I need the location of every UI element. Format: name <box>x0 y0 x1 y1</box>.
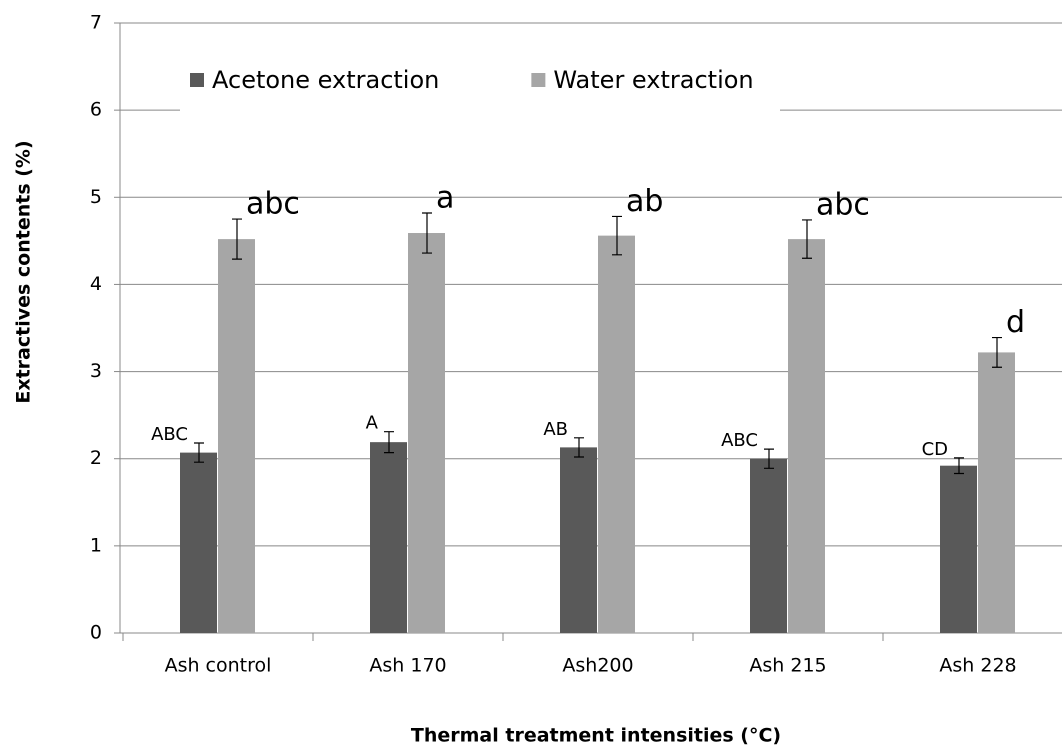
bar <box>788 239 825 633</box>
error-bar <box>992 336 1002 368</box>
error-bar <box>384 431 394 454</box>
y-tick-label: 1 <box>90 534 102 556</box>
bar <box>750 458 787 633</box>
error-bar <box>612 215 622 256</box>
x-tick-label: Ash 215 <box>749 655 826 677</box>
x-tick-label: Ash control <box>165 655 272 677</box>
legend-swatch <box>190 73 204 87</box>
bar <box>180 452 217 633</box>
bar <box>940 465 977 633</box>
legend-label: Water extraction <box>553 66 753 94</box>
y-tick-label: 4 <box>90 273 102 295</box>
error-bar <box>194 442 204 463</box>
bar <box>370 442 407 633</box>
bar <box>408 233 445 633</box>
y-axis-title: Extractives contents (%) <box>13 140 35 403</box>
bar <box>560 447 597 633</box>
error-bar <box>574 437 584 458</box>
y-tick-label: 0 <box>90 622 102 644</box>
bar <box>218 239 255 633</box>
legend-swatch <box>531 73 546 87</box>
significance-label: CD <box>922 439 948 460</box>
significance-label: A <box>366 413 379 434</box>
y-tick-label: 2 <box>90 447 102 469</box>
bar <box>978 352 1015 633</box>
x-tick-label: Ash200 <box>562 655 633 677</box>
error-bar <box>232 218 242 260</box>
legend-background <box>180 60 780 112</box>
significance-label: ABC <box>721 430 758 451</box>
y-tick-label: 7 <box>90 12 102 34</box>
x-tick-label: Ash 228 <box>939 655 1016 677</box>
legend-label: Acetone extraction <box>212 66 439 94</box>
y-tick-label: 5 <box>90 186 102 208</box>
significance-label: abc <box>816 187 870 222</box>
significance-label: abc <box>246 187 300 222</box>
significance-label: AB <box>543 419 568 440</box>
x-axis-title: Thermal treatment intensities (°C) <box>411 725 781 747</box>
error-bar <box>954 457 964 475</box>
y-tick-label: 3 <box>90 360 102 382</box>
error-bar <box>802 219 812 259</box>
bar <box>598 235 635 633</box>
x-tick-label: Ash 170 <box>369 655 446 677</box>
error-bar <box>422 212 432 254</box>
significance-label: d <box>1006 305 1025 340</box>
significance-label: ab <box>626 184 663 219</box>
error-bar <box>764 448 774 469</box>
significance-label: ABC <box>151 424 188 445</box>
y-tick-label: 6 <box>90 99 102 121</box>
significance-label: a <box>436 180 454 215</box>
